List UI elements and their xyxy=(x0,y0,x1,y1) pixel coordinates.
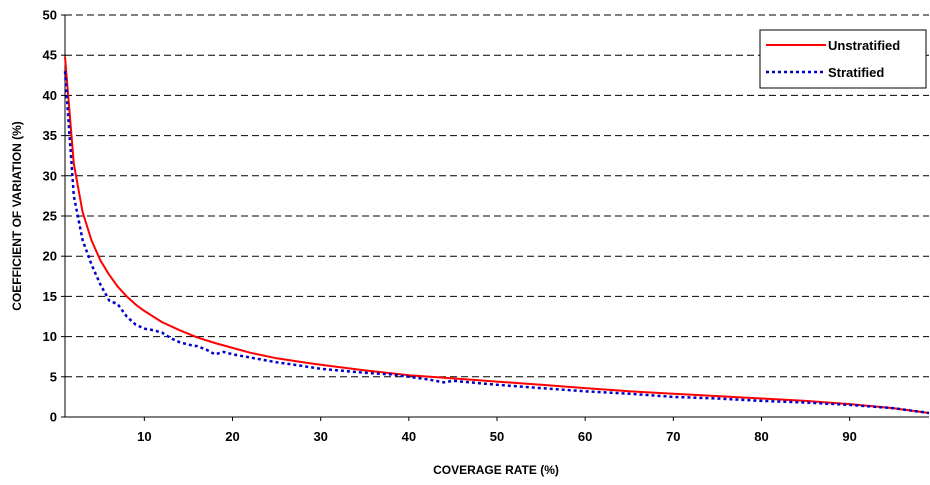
x-tick-label: 10 xyxy=(137,429,151,444)
x-tick-label: 70 xyxy=(666,429,680,444)
series-line-unstratified xyxy=(64,56,930,414)
tick-labels: 0 5 10 15 20 25 30 35 40 45 50 10 20 30 40 50 60 70 80 90 xyxy=(43,8,857,445)
legend-label-unstratified: Unstratified xyxy=(828,38,900,53)
y-tick-label: 10 xyxy=(43,329,57,344)
y-tick-label: 0 xyxy=(50,410,57,425)
legend: Unstratified Stratified xyxy=(759,29,927,89)
y-axis-title: COEFFICIENT OF VARIATION (%) xyxy=(10,121,24,311)
y-tick-label: 25 xyxy=(43,209,57,224)
x-axis-title: COVERAGE RATE (%) xyxy=(433,463,559,477)
x-tick-label: 30 xyxy=(313,429,327,444)
y-tick-label: 5 xyxy=(50,369,57,384)
y-tick-label: 35 xyxy=(43,128,57,143)
x-tick-label: 50 xyxy=(490,429,504,444)
x-tick-label: 20 xyxy=(225,429,239,444)
y-tick-label: 45 xyxy=(43,48,57,63)
legend-box xyxy=(759,29,927,89)
y-tick-label: 50 xyxy=(43,8,57,23)
x-tick-label: 80 xyxy=(754,429,768,444)
y-tick-label: 15 xyxy=(43,289,57,304)
y-tick-label: 40 xyxy=(43,88,57,103)
x-tick-label: 40 xyxy=(402,429,416,444)
x-tick-label: 60 xyxy=(578,429,592,444)
y-tick-label: 30 xyxy=(43,168,57,183)
legend-label-stratified: Stratified xyxy=(828,65,884,80)
series-lines xyxy=(63,56,930,415)
gridlines xyxy=(65,14,929,378)
y-tick-label: 20 xyxy=(43,249,57,264)
series-line-stratified xyxy=(63,71,930,415)
x-tick-label: 90 xyxy=(842,429,856,444)
